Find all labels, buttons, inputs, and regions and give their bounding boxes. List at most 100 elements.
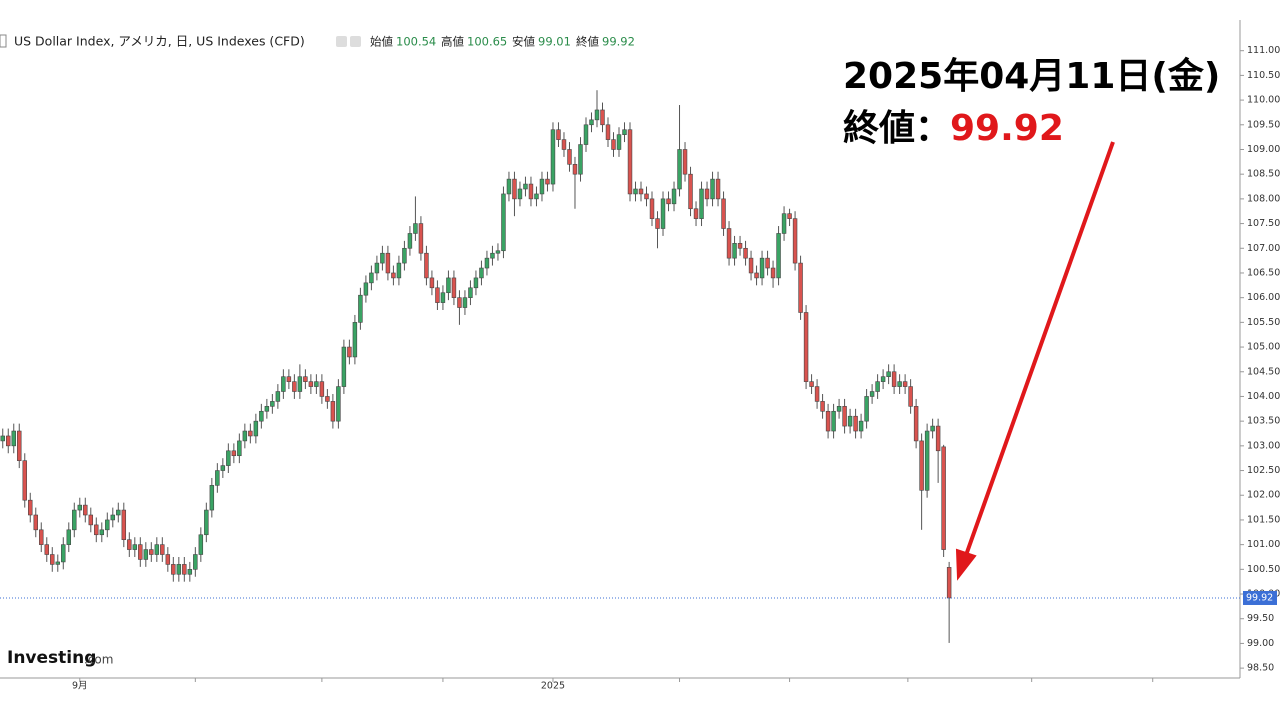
candle-body xyxy=(880,376,886,382)
candle-body xyxy=(924,430,930,491)
candle-body xyxy=(380,252,385,264)
header-button[interactable] xyxy=(350,36,361,47)
candle-body xyxy=(671,188,677,205)
candle-body xyxy=(869,391,875,397)
candle-body xyxy=(55,561,60,565)
candle-body xyxy=(325,396,330,402)
candle-body xyxy=(429,277,435,289)
candle-body xyxy=(798,262,803,313)
candle-body xyxy=(627,129,633,195)
candle-body xyxy=(468,287,473,298)
candle-body xyxy=(688,173,693,210)
candle-body xyxy=(528,183,534,200)
candle-body xyxy=(836,406,842,412)
candle-body xyxy=(193,554,198,570)
candle-body xyxy=(864,396,869,422)
ohlc-label: 高値 xyxy=(441,35,464,49)
candle-body xyxy=(842,406,847,427)
candle-body xyxy=(633,188,638,195)
candle-body xyxy=(919,440,924,491)
candle-body xyxy=(231,450,237,457)
candle-body xyxy=(77,504,83,511)
y-tick-label: 109.50 xyxy=(1247,119,1280,130)
candle-body xyxy=(941,446,946,550)
candle-body xyxy=(204,509,209,536)
candle-body xyxy=(908,386,913,407)
arrow-shaft xyxy=(963,141,1115,559)
candle-body xyxy=(913,406,919,442)
header-icon xyxy=(0,34,7,48)
y-tick-label: 109.00 xyxy=(1247,144,1280,155)
candle-body xyxy=(523,183,528,190)
candle-body xyxy=(44,544,49,555)
candle-body xyxy=(787,213,792,219)
candle-body xyxy=(704,188,710,200)
candle-body xyxy=(858,420,864,432)
candle-body xyxy=(539,178,545,195)
candle-body xyxy=(600,109,605,126)
candle-body xyxy=(583,124,589,145)
candle-body xyxy=(682,149,688,175)
y-tick-label: 105.00 xyxy=(1247,342,1280,353)
y-tick-label: 99.00 xyxy=(1247,638,1274,649)
candle-body xyxy=(220,465,226,471)
candle-body xyxy=(66,529,72,545)
candle-body xyxy=(655,218,660,229)
candle-body xyxy=(765,257,770,269)
candle-body xyxy=(209,485,215,511)
candle-body xyxy=(143,549,149,560)
candle-body xyxy=(897,381,902,387)
candle-body xyxy=(451,277,457,298)
candle-body xyxy=(495,250,501,254)
candle-body xyxy=(215,470,220,486)
ohlc-value: 100.54 xyxy=(396,35,436,49)
candle-body xyxy=(253,420,259,437)
candle-body xyxy=(776,233,781,279)
candle-body xyxy=(242,430,248,442)
candle-body xyxy=(605,124,611,140)
candle-body xyxy=(149,549,154,555)
candle-body xyxy=(270,401,275,407)
candle-body xyxy=(391,272,396,279)
y-tick-label: 105.50 xyxy=(1247,317,1280,328)
candle-body xyxy=(116,509,121,516)
candle-body xyxy=(319,381,325,397)
candle-body xyxy=(165,554,171,565)
annotation-label: 終値： xyxy=(843,108,951,149)
candle-body xyxy=(534,193,539,200)
y-tick-label: 100.50 xyxy=(1247,564,1280,575)
y-tick-label: 108.00 xyxy=(1247,193,1280,204)
candle-body xyxy=(17,430,22,461)
header-button[interactable] xyxy=(336,36,347,47)
candle-body xyxy=(314,381,319,387)
candle-body xyxy=(39,529,44,545)
candle-body xyxy=(902,381,908,387)
candle-body xyxy=(556,129,561,140)
candle-body xyxy=(517,188,523,200)
candle-body xyxy=(567,149,572,165)
candle-body xyxy=(11,430,16,447)
candle-body xyxy=(275,391,281,402)
candle-body xyxy=(649,198,655,219)
y-tick-label: 110.00 xyxy=(1247,95,1280,106)
candle-body xyxy=(710,178,715,200)
candle-body xyxy=(875,381,880,392)
candle-body xyxy=(396,262,402,279)
candle-body xyxy=(292,381,297,392)
watermark-name: Investing xyxy=(7,648,96,668)
candle-body xyxy=(385,252,391,274)
candle-body xyxy=(638,188,644,195)
candle-body xyxy=(303,376,308,382)
candle-body xyxy=(160,544,165,555)
candle-body xyxy=(121,509,127,540)
candle-body xyxy=(853,415,858,432)
candle-body xyxy=(330,401,336,422)
candle-body xyxy=(6,435,11,447)
y-tick-label: 104.00 xyxy=(1247,391,1280,402)
candle-body xyxy=(616,134,622,150)
candle-body xyxy=(259,410,264,422)
y-tick-label: 99.50 xyxy=(1247,613,1274,624)
candle-body xyxy=(0,435,5,442)
y-tick-label: 111.00 xyxy=(1247,45,1280,56)
candle-body xyxy=(446,277,451,294)
